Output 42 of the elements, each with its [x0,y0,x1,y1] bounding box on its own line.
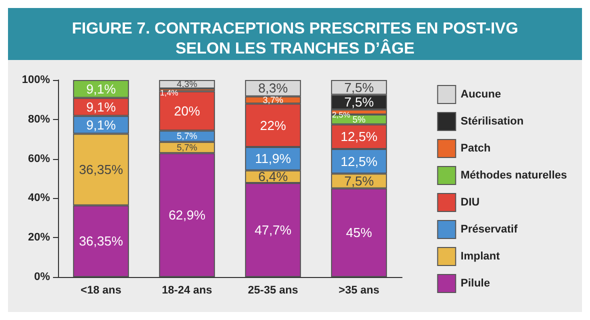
x-tick-label: 25-35 ans [248,284,298,296]
data-label: 7,5% [344,173,374,188]
data-label: 36,35% [78,234,124,249]
data-label: 9,1% [86,81,116,96]
y-tick-label: 40% [28,192,50,204]
data-label: 6,4% [258,169,288,184]
data-label: 36,35% [78,162,124,178]
data-label: 9,1% [86,117,116,132]
y-tick-label: 20% [28,232,50,244]
y-tick-label: 80% [28,113,50,126]
data-label: 5% [352,114,366,124]
legend-label: Préservatif [460,224,518,236]
data-label: 5,7% [176,142,198,152]
data-label: 7,5% [344,94,374,110]
legend-label: Patch [460,142,491,154]
data-label: 7,5% [344,80,374,95]
x-tick-label: >35 ans [338,284,380,296]
data-label: 12,5% [340,154,378,169]
data-label: 3,7% [262,94,284,105]
legend-label: Stérilisation [460,116,524,128]
y-tick-label: 100% [22,74,50,86]
legend-label: Aucune [460,88,501,100]
x-tick-label: <18 ans [80,284,122,296]
chart-title: FIGURE 7. CONTRACEPTIONS PRESCRITES EN POST-IVG SELON LES TRANCHES D’ÂGE [72,20,518,58]
legend-label: Implant [460,250,500,262]
data-label: 4,3% [176,79,198,90]
data-label: 47,7% [254,222,292,238]
data-label: 11,9% [255,151,292,166]
data-label: 8,3% [258,80,288,96]
data-label: 9,1% [86,99,116,114]
data-label: 45% [346,225,372,240]
data-label: 5,7% [176,131,198,142]
y-tick-label: 60% [28,152,50,165]
legend-label: Méthodes naturelles [460,170,567,182]
legend-label: Pilule [460,278,490,290]
legend-label: DIU [460,196,480,208]
data-label: 20% [174,103,200,118]
data-label: 22% [260,118,286,133]
data-label: 62,9% [168,208,206,223]
x-tick-label: 18-24 ans [162,284,212,296]
y-tick-label: 0% [34,271,50,283]
data-label: 12,5% [340,129,378,144]
